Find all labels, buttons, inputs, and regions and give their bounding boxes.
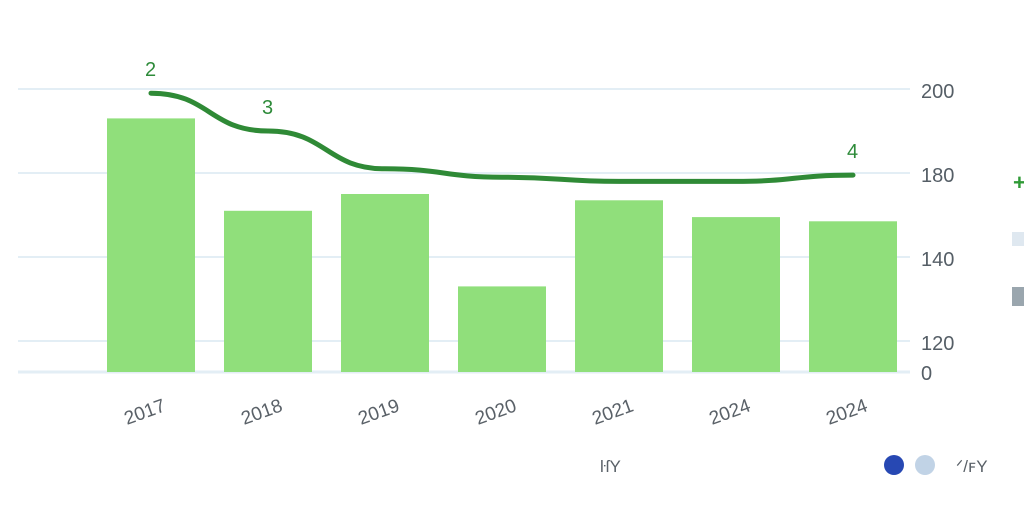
legend-caption-right: ᐟ/ꜰY xyxy=(956,457,988,476)
legend-swatch-light xyxy=(1012,232,1024,246)
x-tick-label: 2017 xyxy=(122,396,169,430)
y-axis-ticks: 0 120 140 180 200 xyxy=(921,81,954,385)
y-tick-label: 200 xyxy=(921,81,954,103)
line-point-label: 3 xyxy=(262,97,273,119)
line-point-label: 2 xyxy=(145,59,156,81)
legend-dot-light-icon[interactable] xyxy=(915,455,935,475)
y-tick-label: 120 xyxy=(921,333,954,355)
trend-line xyxy=(148,90,856,184)
bar-2018-1[interactable] xyxy=(224,210,312,372)
x-tick-label: 2019 xyxy=(356,396,403,430)
legend-plus-icon: + xyxy=(1013,170,1024,195)
legend-dot-dark-icon[interactable] xyxy=(884,455,904,475)
x-tick-label: 2020 xyxy=(473,396,520,430)
x-tick-label: 2024 xyxy=(707,395,754,429)
x-tick-label: 2021 xyxy=(590,396,637,430)
bar-2024-5[interactable] xyxy=(692,217,780,372)
bar-2020-3[interactable] xyxy=(458,286,546,372)
x-tick-label: 2018 xyxy=(239,396,286,430)
line-point-label: 4 xyxy=(847,141,858,163)
y-tick-label: 180 xyxy=(921,165,954,187)
x-tick-label: 2024 xyxy=(824,395,871,429)
y-tick-label: 140 xyxy=(921,249,954,271)
y-tick-label: 0 xyxy=(921,363,932,385)
legend-swatch-gray xyxy=(1012,287,1024,306)
legend: + ᐟ/ꜰY ŀſY xyxy=(600,170,1024,476)
bar-2019-2[interactable] xyxy=(341,194,429,372)
bar-2017-0[interactable] xyxy=(107,118,195,373)
bar-2024-6[interactable] xyxy=(809,221,897,372)
bar-2021-4[interactable] xyxy=(575,200,663,372)
line-point-labels: 2 3 4 xyxy=(145,59,858,163)
x-axis-ticks: 2017 2018 2019 2020 2021 2024 2024 xyxy=(122,395,871,429)
legend-caption-left: ŀſY xyxy=(600,457,621,476)
bars xyxy=(107,118,897,373)
trend-line-path xyxy=(148,90,856,184)
